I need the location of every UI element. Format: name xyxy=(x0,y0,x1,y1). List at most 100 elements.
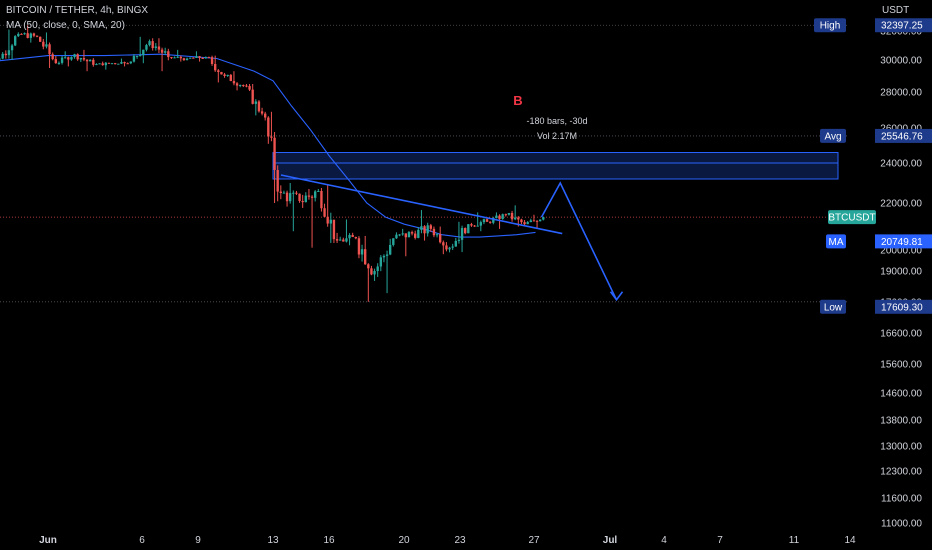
candle-body xyxy=(298,193,301,201)
y-tick-label: 28000.00 xyxy=(880,88,922,99)
candle-body xyxy=(4,53,7,56)
candle-body xyxy=(29,33,32,38)
candle-body xyxy=(373,271,376,275)
projection-path xyxy=(540,181,618,301)
candle-body xyxy=(335,239,339,241)
candle-body xyxy=(117,63,120,65)
candle-body xyxy=(120,62,123,64)
candle-body xyxy=(235,83,239,86)
candle-body xyxy=(192,57,195,59)
candle-body xyxy=(45,44,48,47)
candle-body xyxy=(435,234,439,236)
candle-body xyxy=(304,195,307,203)
candle-body xyxy=(14,36,17,46)
candle-body xyxy=(339,239,342,241)
candle-body xyxy=(220,71,223,75)
candle-body xyxy=(295,192,298,194)
candle-body xyxy=(73,54,76,58)
y-tick-label: 20000.00 xyxy=(880,246,922,257)
candle-body xyxy=(320,191,323,209)
candle-body xyxy=(470,224,473,226)
candle-body xyxy=(382,255,386,258)
avg-tag-value: 25546.76 xyxy=(881,131,923,142)
y-tick-label: 11000.00 xyxy=(881,519,922,530)
candle-body xyxy=(101,63,104,66)
candlesticks xyxy=(0,25,545,302)
time-axis[interactable]: Jun 6 9 13 16 20 23 27 Jul 4 7 11 14 xyxy=(39,535,856,546)
candle-body xyxy=(510,212,514,220)
candle-body xyxy=(0,58,1,60)
symbol-legend[interactable]: BITCOIN / TETHER, 4h, BINGX xyxy=(6,5,149,16)
candle-body xyxy=(242,85,245,87)
y-tick-label: 12300.00 xyxy=(880,467,922,478)
candle-body xyxy=(398,234,401,236)
avg-tag-label: Avg xyxy=(824,131,841,142)
low-tag-label: Low xyxy=(824,302,843,313)
candle-body xyxy=(439,234,442,243)
candle-body xyxy=(357,238,361,255)
candle-body xyxy=(282,192,286,194)
candle-body xyxy=(104,62,107,66)
ma-tag-label-bg xyxy=(826,234,846,249)
candle-body xyxy=(498,215,501,219)
candle-body xyxy=(39,36,42,42)
candle-body xyxy=(367,264,370,269)
candle-body xyxy=(204,57,207,59)
ma-legend[interactable]: MA (50, close, 0, SMA, 20) xyxy=(6,20,125,31)
candle-body xyxy=(70,57,73,60)
candle-body xyxy=(317,191,320,192)
low-tag-value: 17609.30 xyxy=(881,302,923,313)
candle-body xyxy=(323,208,326,217)
y-tick-label: 13000.00 xyxy=(880,442,922,453)
candle-body xyxy=(32,33,36,36)
ma-tag-value: 20749.81 xyxy=(881,237,923,248)
candle-body xyxy=(145,45,148,50)
candle-body xyxy=(451,246,454,248)
candle-body xyxy=(148,41,151,46)
candle-body xyxy=(107,62,111,64)
candle-body xyxy=(454,240,457,247)
candle-body xyxy=(132,56,136,62)
candle-body xyxy=(82,58,86,60)
candle-body xyxy=(279,191,282,193)
y-tick-label: 15600.00 xyxy=(880,360,922,371)
last-price-label: BTCUSDT xyxy=(828,213,875,224)
trend-drawings[interactable] xyxy=(280,174,624,302)
volume-annotation: Vol 2.17M xyxy=(537,131,577,141)
high-tag-value: 32397.25 xyxy=(881,21,923,32)
candle-body xyxy=(260,111,264,114)
candle-body xyxy=(542,217,545,220)
candle-body xyxy=(507,212,511,215)
candle-body xyxy=(76,54,79,60)
candle-body xyxy=(289,193,292,202)
candle-body xyxy=(529,220,532,223)
candle-body xyxy=(395,234,398,239)
candle-body xyxy=(129,61,132,64)
candle-body xyxy=(217,70,220,72)
high-tag-value-bg xyxy=(875,18,932,33)
candle-body xyxy=(457,239,461,241)
candle-body xyxy=(239,85,242,87)
candle-body xyxy=(7,50,11,56)
last-price-label-bg xyxy=(828,210,876,225)
avg-tag-value-bg xyxy=(875,128,932,143)
candle-body xyxy=(429,225,432,229)
price-axis[interactable]: USDT32000.0030000.0028000.0026000.002400… xyxy=(880,5,922,530)
candle-body xyxy=(426,225,429,234)
candle-body xyxy=(345,238,348,242)
candle-body xyxy=(517,217,520,220)
candle-body xyxy=(270,136,273,138)
y-tick-label: 19000.00 xyxy=(880,267,922,278)
candle-body xyxy=(504,214,507,216)
candle-body xyxy=(189,57,192,59)
candle-body xyxy=(64,57,67,59)
range-box[interactable] xyxy=(272,152,839,180)
candle-body xyxy=(110,63,114,65)
ma-tag-value-bg xyxy=(875,234,932,249)
candle-body xyxy=(445,245,448,250)
candle-body xyxy=(539,219,542,222)
high-tag-label-bg xyxy=(814,18,846,33)
range-box-rect xyxy=(272,152,839,180)
x-tick-label: 6 xyxy=(139,535,145,546)
